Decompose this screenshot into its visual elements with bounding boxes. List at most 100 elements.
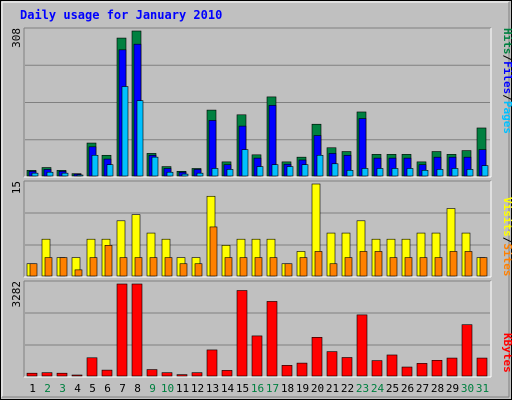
- bar-kbytes-day-4: [71, 374, 83, 377]
- bar-kbytes-day-25: [386, 354, 398, 377]
- bar-sites-day-17: [269, 257, 278, 277]
- bar-pages-day-24: [376, 168, 384, 177]
- bar-sites-day-3: [59, 257, 68, 277]
- bar-kbytes-day-29: [446, 357, 458, 377]
- bar-kbytes-day-17: [266, 301, 278, 377]
- bar-kbytes-day-3: [56, 372, 68, 377]
- chart-title: Daily usage for January 2010: [20, 8, 222, 22]
- bar-pages-day-5: [91, 154, 99, 177]
- bar-sites-day-14: [224, 257, 233, 277]
- day-label-3: 3: [59, 382, 66, 395]
- bar-kbytes-day-23: [356, 314, 368, 377]
- day-label-24: 24: [371, 382, 385, 395]
- bar-sites-day-27: [419, 257, 428, 277]
- day-label-12: 12: [191, 382, 204, 395]
- day-label-21: 21: [326, 382, 339, 395]
- legend-hits-label: Hits: [501, 28, 512, 55]
- bar-sites-day-12: [194, 263, 203, 277]
- bar-pages-day-20: [316, 154, 324, 177]
- bar-sites-day-1: [29, 263, 38, 277]
- panel2-ymax-label: 15: [10, 181, 23, 194]
- legend-pages-label: Pages: [501, 101, 512, 134]
- bar-kbytes-day-24: [371, 360, 383, 377]
- day-label-10: 10: [161, 382, 174, 395]
- bar-kbytes-day-19: [296, 362, 308, 377]
- bar-pages-day-15: [241, 149, 249, 177]
- bar-sites-day-10: [164, 257, 173, 277]
- bar-sites-day-18: [284, 263, 293, 277]
- bar-sites-day-21: [329, 263, 338, 277]
- bar-kbytes-day-21: [326, 351, 338, 377]
- day-label-8: 8: [134, 382, 141, 395]
- day-label-9: 9: [149, 382, 156, 395]
- bar-sites-day-7: [119, 257, 128, 277]
- bar-pages-day-18: [286, 166, 294, 177]
- legend-sites-visits: Visits/Sites: [501, 197, 512, 277]
- bar-pages-day-12: [196, 172, 204, 177]
- bar-kbytes-day-12: [191, 372, 203, 377]
- bar-sites-day-24: [374, 251, 383, 277]
- day-label-20: 20: [311, 382, 324, 395]
- bar-pages-day-19: [301, 164, 309, 177]
- bar-kbytes-day-2: [41, 372, 53, 377]
- legend-visits-label: Visits: [501, 197, 512, 237]
- day-label-25: 25: [386, 382, 399, 395]
- bar-kbytes-day-6: [101, 369, 113, 377]
- bar-sites-day-23: [359, 251, 368, 277]
- bar-sites-day-4: [74, 269, 83, 277]
- bar-pages-day-7: [121, 86, 129, 177]
- bar-kbytes-day-20: [311, 337, 323, 377]
- bar-pages-day-21: [331, 163, 339, 177]
- day-label-17: 17: [266, 382, 279, 395]
- bar-sites-day-20: [314, 251, 323, 277]
- day-label-19: 19: [296, 382, 309, 395]
- bar-kbytes-day-11: [176, 374, 188, 377]
- legend-kbytes-label: KBytes: [501, 333, 512, 373]
- bar-pages-day-25: [391, 168, 399, 177]
- bar-pages-day-11: [181, 173, 189, 177]
- day-label-28: 28: [431, 382, 444, 395]
- bar-kbytes-day-30: [461, 324, 473, 377]
- day-label-11: 11: [176, 382, 189, 395]
- day-label-23: 23: [356, 382, 369, 395]
- bar-kbytes-day-22: [341, 357, 353, 377]
- bar-kbytes-day-16: [251, 335, 263, 377]
- bar-pages-day-30: [466, 169, 474, 177]
- bar-kbytes-day-27: [416, 363, 428, 377]
- legend-kbytes: KBytes: [501, 333, 512, 373]
- day-label-2: 2: [44, 382, 51, 395]
- legend-sep-1: /: [501, 55, 512, 62]
- bar-pages-day-13: [211, 168, 219, 177]
- bar-pages-day-2: [46, 171, 54, 177]
- bar-sites-day-30: [464, 251, 473, 277]
- bar-sites-day-11: [179, 263, 188, 277]
- day-label-14: 14: [221, 382, 235, 395]
- bar-sites-day-8: [134, 257, 143, 277]
- bar-pages-day-3: [61, 172, 69, 177]
- bar-kbytes-day-5: [86, 357, 98, 377]
- legend-sites-label: Sites: [501, 243, 512, 276]
- bar-pages-day-31: [481, 165, 489, 177]
- day-label-22: 22: [341, 382, 354, 395]
- bar-pages-day-9: [151, 156, 159, 177]
- day-label-5: 5: [89, 382, 96, 395]
- day-label-7: 7: [119, 382, 126, 395]
- day-label-27: 27: [416, 382, 429, 395]
- bar-pages-day-6: [106, 164, 114, 177]
- bar-sites-day-26: [404, 257, 413, 277]
- bar-sites-day-13: [209, 226, 218, 277]
- legend-pages-files-hits: Hits/Files/Pages: [501, 28, 512, 134]
- bar-sites-day-29: [449, 251, 458, 277]
- day-label-16: 16: [251, 382, 264, 395]
- bar-kbytes-day-26: [401, 366, 413, 377]
- legend-sep-3: /: [501, 237, 512, 244]
- bar-sites-day-31: [479, 257, 488, 277]
- bar-pages-day-10: [166, 171, 174, 177]
- day-label-30: 30: [461, 382, 474, 395]
- day-label-26: 26: [401, 382, 414, 395]
- bar-kbytes-day-9: [146, 369, 158, 377]
- legend-files-label: Files: [501, 61, 512, 94]
- bar-kbytes-day-18: [281, 365, 293, 377]
- bar-sites-day-16: [254, 257, 263, 277]
